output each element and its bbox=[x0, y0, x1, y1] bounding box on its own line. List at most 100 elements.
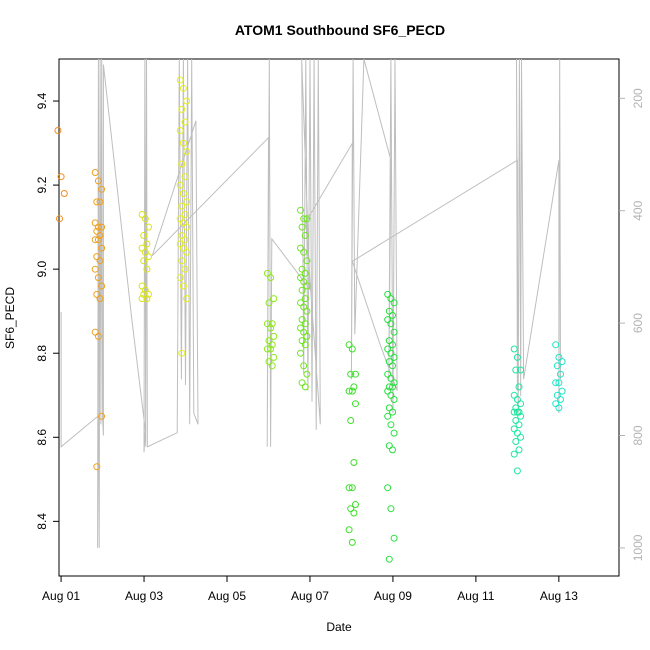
y-tick-label: 9.4 bbox=[35, 92, 49, 109]
data-point bbox=[143, 240, 151, 248]
data-point bbox=[387, 320, 395, 328]
y-axis-label: SF6_PECD bbox=[3, 287, 17, 349]
data-point bbox=[348, 538, 356, 546]
data-point bbox=[268, 320, 276, 328]
data-point bbox=[510, 345, 518, 353]
data-point bbox=[389, 408, 396, 416]
data-point bbox=[558, 387, 566, 395]
data-point bbox=[297, 206, 304, 214]
y-axis: 8.4 8.6 8.8 9.0 9.2 9.4 bbox=[35, 92, 59, 530]
data-point bbox=[181, 236, 189, 244]
x-tick-label: Aug 01 bbox=[42, 589, 80, 603]
data-point bbox=[143, 295, 151, 303]
data-point bbox=[183, 148, 191, 155]
data-point bbox=[384, 370, 392, 378]
data-point bbox=[267, 274, 275, 282]
data-point bbox=[303, 282, 311, 290]
data-point bbox=[557, 396, 564, 403]
data-point bbox=[352, 370, 359, 378]
data-point bbox=[517, 433, 525, 441]
data-point bbox=[178, 105, 186, 113]
data-point bbox=[552, 379, 560, 387]
data-point bbox=[98, 244, 106, 252]
data-point bbox=[60, 190, 68, 197]
x-tick-label: Aug 07 bbox=[291, 589, 329, 603]
data-point bbox=[510, 450, 518, 458]
data-point bbox=[93, 198, 101, 206]
data-point bbox=[300, 248, 308, 256]
data-point bbox=[91, 219, 99, 227]
data-point bbox=[98, 412, 106, 420]
data-point bbox=[389, 311, 396, 319]
data-point bbox=[552, 341, 560, 349]
data-point bbox=[390, 328, 398, 336]
data-point bbox=[179, 282, 187, 290]
data-point bbox=[387, 505, 395, 513]
chart-title: ATOM1 Southbound SF6_PECD bbox=[235, 22, 445, 38]
data-point bbox=[178, 349, 186, 357]
data-point bbox=[553, 362, 561, 370]
data-point bbox=[389, 446, 396, 454]
data-point bbox=[179, 84, 187, 92]
y-tick-label: 8.4 bbox=[35, 513, 49, 530]
data-point bbox=[350, 459, 358, 466]
data-point bbox=[91, 236, 99, 244]
y-tick-label: 9.0 bbox=[35, 260, 49, 277]
data-point bbox=[176, 76, 184, 84]
data-point bbox=[300, 362, 308, 370]
data-point bbox=[301, 320, 309, 328]
data-point bbox=[515, 421, 523, 429]
y-tick-label: 8.6 bbox=[35, 429, 49, 446]
data-point bbox=[98, 185, 106, 193]
data-point bbox=[96, 198, 104, 206]
x-tick-label: Aug 03 bbox=[125, 589, 163, 603]
data-point bbox=[348, 345, 356, 353]
data-point bbox=[98, 282, 106, 290]
data-point bbox=[390, 534, 398, 542]
right-tick-label: 800 bbox=[631, 425, 645, 445]
right-tick-label: 400 bbox=[631, 200, 645, 220]
data-point bbox=[94, 177, 102, 185]
data-point bbox=[512, 417, 520, 424]
y-tick-label: 9.2 bbox=[35, 176, 49, 193]
data-point bbox=[513, 353, 521, 361]
data-point bbox=[96, 257, 104, 265]
data-point bbox=[387, 421, 395, 429]
data-point bbox=[179, 139, 187, 147]
data-point bbox=[96, 295, 104, 303]
data-point bbox=[181, 173, 189, 181]
data-point bbox=[390, 299, 398, 307]
data-point bbox=[94, 223, 102, 231]
plot-frame bbox=[58, 58, 620, 577]
data-point bbox=[183, 198, 191, 206]
data-point bbox=[94, 236, 102, 244]
data-point bbox=[512, 366, 520, 374]
data-point bbox=[513, 429, 521, 437]
data-point bbox=[303, 370, 311, 378]
x-axis-label: Date bbox=[326, 620, 352, 634]
altitude-trace-layer bbox=[60, 58, 561, 548]
data-point bbox=[347, 505, 355, 513]
data-point bbox=[183, 295, 191, 303]
data-point bbox=[390, 379, 398, 387]
data-point bbox=[510, 408, 518, 416]
data-point bbox=[270, 295, 278, 303]
data-points-layer bbox=[54, 76, 566, 563]
data-point bbox=[352, 501, 359, 508]
data-point bbox=[181, 118, 189, 126]
data-point bbox=[303, 215, 311, 223]
data-point bbox=[181, 265, 189, 273]
data-point bbox=[267, 324, 275, 332]
data-point bbox=[140, 257, 148, 265]
data-point bbox=[91, 328, 99, 336]
right-tick-label: 600 bbox=[631, 313, 645, 333]
data-point bbox=[384, 345, 392, 353]
data-point bbox=[345, 387, 353, 395]
data-point bbox=[270, 353, 278, 361]
data-point bbox=[178, 257, 186, 265]
data-point bbox=[555, 404, 563, 412]
data-point bbox=[145, 223, 152, 231]
data-point bbox=[301, 232, 309, 239]
data-point bbox=[297, 349, 304, 357]
data-point bbox=[557, 370, 564, 378]
